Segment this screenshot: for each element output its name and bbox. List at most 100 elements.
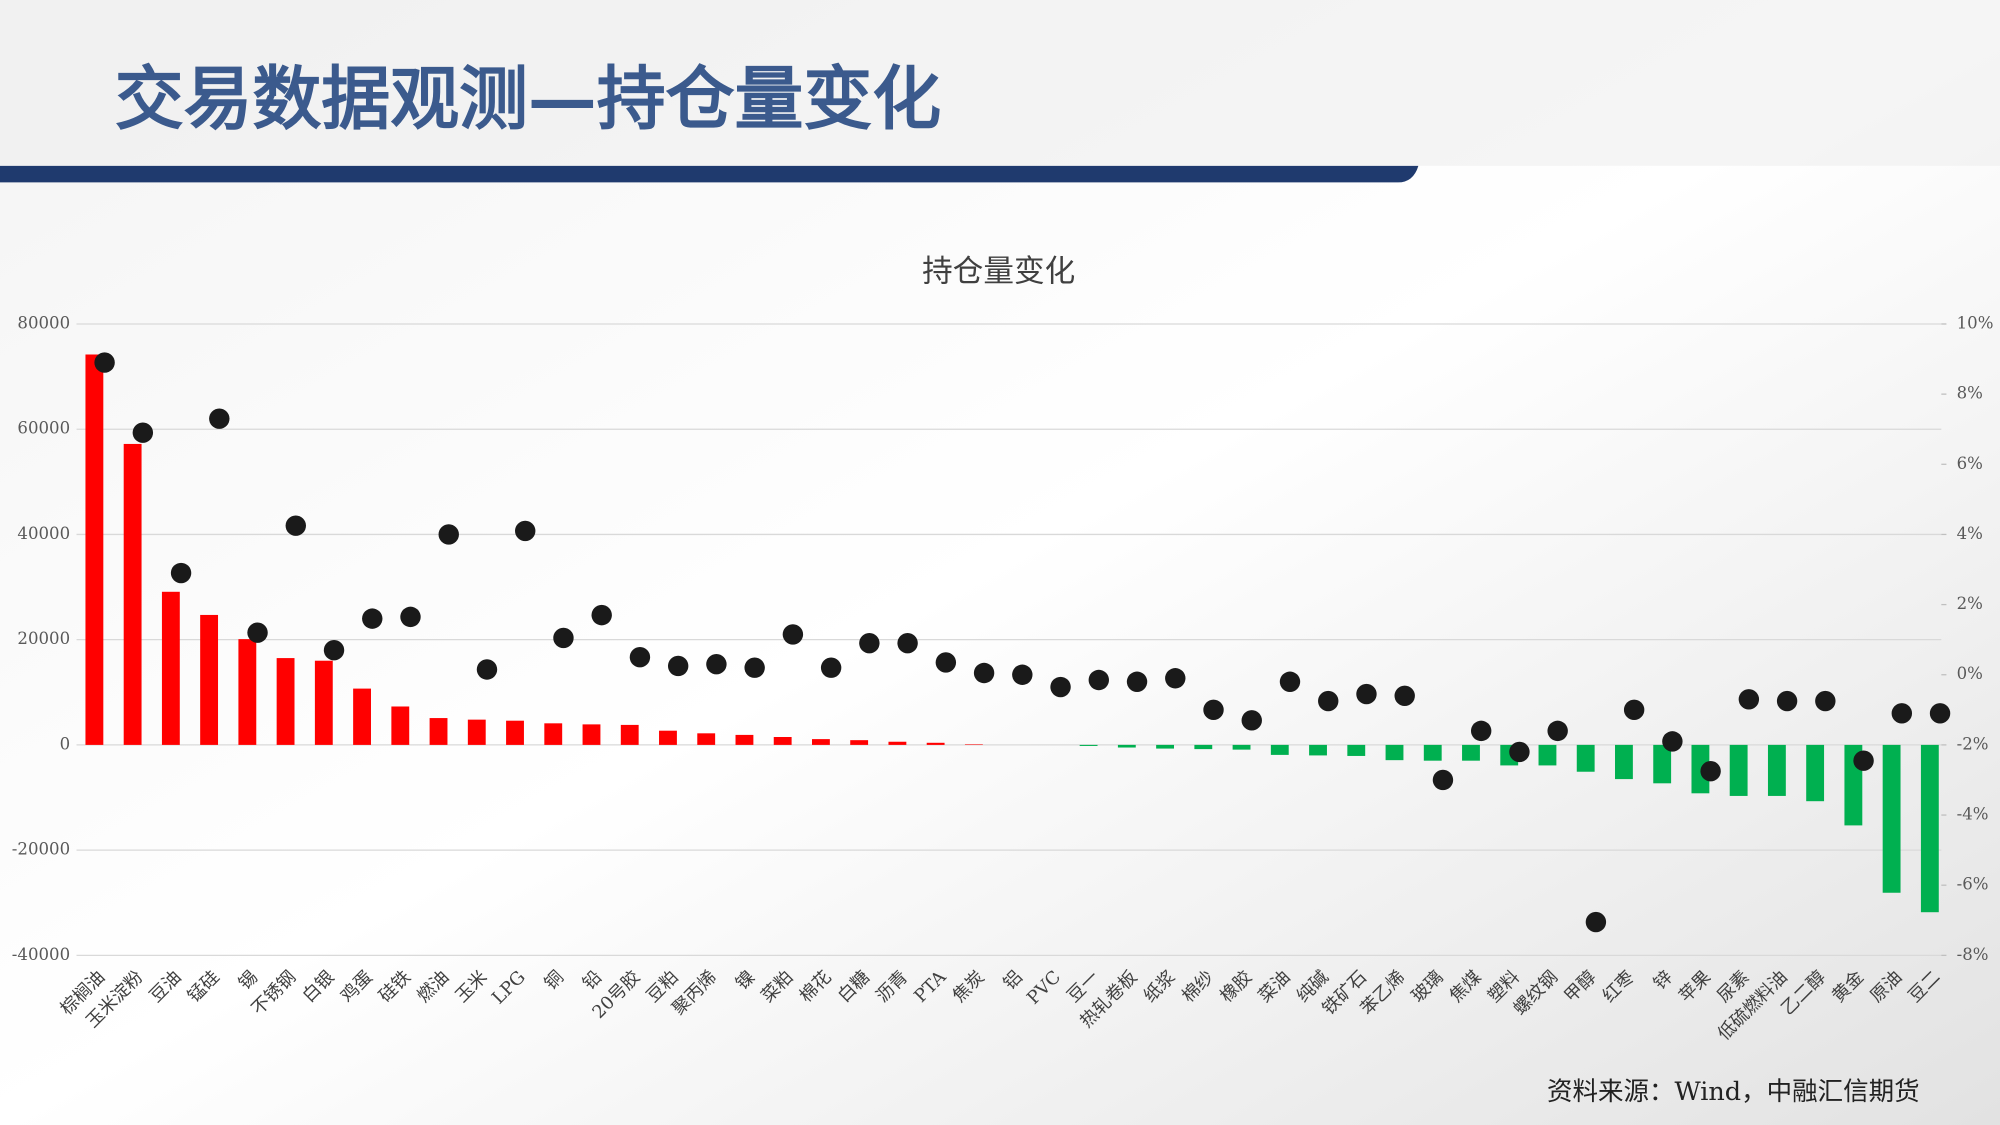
dot — [591, 604, 612, 626]
y2-tick-label: 6% — [1957, 454, 1983, 473]
bar — [888, 741, 907, 745]
dot — [1853, 750, 1874, 771]
bar — [773, 737, 792, 745]
dot — [247, 622, 268, 643]
bar — [1729, 744, 1748, 796]
dot — [897, 632, 918, 654]
dot — [820, 657, 842, 678]
bar — [544, 723, 563, 745]
bar — [506, 720, 524, 745]
dot — [94, 352, 115, 373]
y2-tick-label: 10% — [1957, 313, 1994, 332]
dot — [1662, 731, 1683, 752]
bar — [200, 614, 219, 745]
bar — [811, 739, 830, 745]
bar — [1232, 744, 1251, 750]
dot — [1088, 669, 1110, 691]
bar — [1767, 744, 1786, 796]
bar — [964, 744, 983, 745]
chart-title: 持仓量变化 — [922, 254, 1075, 289]
y-tick-label: 60000 — [17, 419, 70, 438]
bar — [926, 742, 945, 745]
dot — [859, 632, 880, 654]
dot — [476, 659, 498, 680]
y-tick-label: 0 — [60, 734, 71, 753]
bar — [1806, 744, 1825, 802]
y-tick-label: 40000 — [17, 524, 70, 543]
y2-tick-label: 8% — [1957, 384, 1983, 403]
dot — [285, 515, 306, 536]
dot — [1394, 685, 1415, 706]
bar — [123, 443, 142, 745]
source-note: 资料来源：Wind，中融汇信期货 — [1547, 1077, 1920, 1107]
dot — [1815, 690, 1836, 712]
bar — [1462, 744, 1480, 761]
bar — [582, 724, 601, 745]
dot — [1623, 699, 1645, 721]
bar — [1347, 744, 1366, 756]
bar — [850, 740, 869, 745]
dot — [1318, 690, 1339, 712]
y-tick-label: -20000 — [12, 840, 70, 859]
bar — [1615, 744, 1633, 780]
y2-tick-label: -8% — [1957, 945, 1989, 964]
y2-tick-label: -6% — [1957, 875, 1989, 894]
dot — [629, 647, 651, 668]
dot — [1470, 720, 1492, 742]
y2-tick-label: 4% — [1957, 524, 1983, 543]
bar — [1576, 744, 1595, 772]
y-tick-label: -40000 — [12, 945, 70, 964]
dot — [553, 627, 574, 649]
y-tick-label: 80000 — [17, 313, 70, 332]
dot — [170, 562, 192, 584]
dot — [1356, 683, 1377, 705]
dot — [1547, 720, 1568, 742]
y2-tick-label: -2% — [1957, 734, 1989, 753]
bar — [391, 706, 410, 745]
bar — [1538, 744, 1557, 766]
dot — [323, 639, 345, 661]
dot — [515, 520, 536, 542]
dot — [132, 422, 154, 443]
dot — [1738, 689, 1760, 710]
dot — [1509, 741, 1530, 763]
dot — [782, 624, 804, 645]
dot — [1279, 671, 1301, 692]
dot — [1776, 690, 1798, 712]
dot — [935, 652, 957, 673]
dot — [1241, 710, 1262, 731]
dot — [1050, 676, 1071, 698]
dot — [438, 524, 459, 545]
bar — [161, 591, 180, 745]
bar — [620, 724, 639, 745]
dot — [973, 662, 995, 684]
header-band — [0, 0, 2000, 166]
page-title: 交易数据观测—持仓量变化 — [115, 59, 941, 140]
bar — [1156, 744, 1175, 749]
dot — [1585, 911, 1607, 933]
dot — [1203, 699, 1224, 721]
bar — [1385, 744, 1404, 761]
dot — [1126, 671, 1148, 692]
dot — [1929, 703, 1951, 724]
dot — [1700, 761, 1721, 782]
bar — [1079, 744, 1098, 746]
bar — [238, 639, 257, 745]
bar — [429, 718, 448, 745]
bar — [1270, 744, 1289, 755]
dot — [1891, 703, 1913, 724]
bar — [659, 730, 677, 745]
bar — [353, 688, 371, 745]
bar — [1194, 744, 1213, 750]
y2-tick-label: 2% — [1957, 594, 1983, 613]
dot — [1165, 668, 1186, 689]
bar — [276, 658, 295, 745]
header-rule — [0, 165, 1419, 183]
bar — [1691, 744, 1710, 794]
bar — [1920, 744, 1939, 913]
bar — [1882, 744, 1901, 893]
bar — [697, 733, 716, 745]
